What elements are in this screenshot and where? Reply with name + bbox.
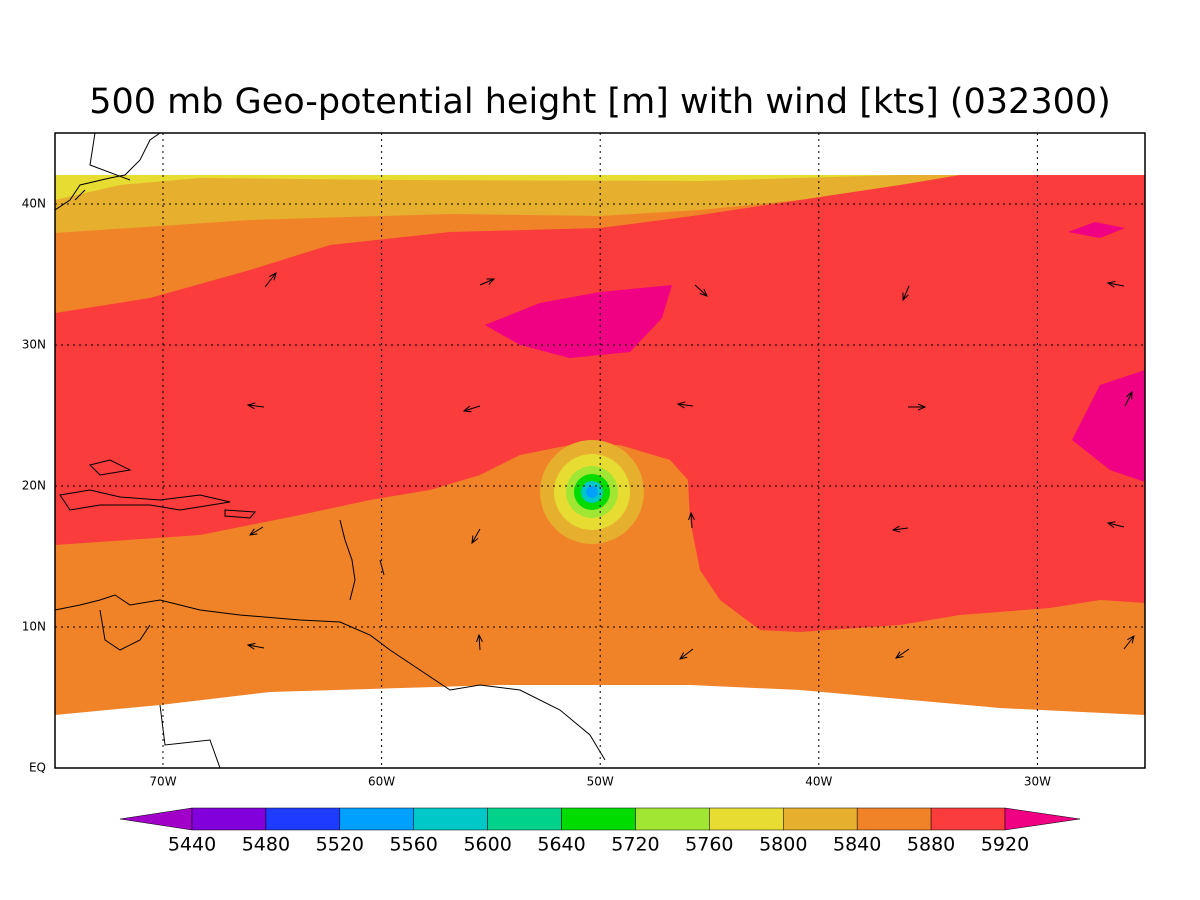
- colorbar-label: 5840: [833, 834, 881, 856]
- colorbar-swatch: [783, 807, 858, 831]
- colorbar-label: 5920: [981, 834, 1029, 856]
- colorbar-swatch: [265, 807, 341, 831]
- x-tick-label: 60W: [368, 775, 395, 789]
- map-fields: [55, 133, 1145, 768]
- colorbar-label: 5800: [759, 834, 807, 856]
- colorbar-label: 5560: [390, 834, 438, 856]
- colorbar-label: 5640: [537, 834, 585, 856]
- x-tick-label: 50W: [587, 775, 614, 789]
- colorbar-swatch: [930, 807, 1006, 831]
- colorbar-swatch: [413, 807, 488, 831]
- colorbar-swatch: [561, 807, 636, 831]
- y-tick-label: 30N: [22, 338, 46, 352]
- x-tick-label: 70W: [149, 775, 176, 789]
- colorbar-swatch: [487, 807, 562, 831]
- colorbar-swatch: [191, 807, 267, 831]
- colorbar-arrow: [119, 807, 193, 831]
- x-tick-label: 40W: [805, 775, 832, 789]
- y-tick-label: 10N: [22, 620, 46, 634]
- colorbar-label: 5760: [685, 834, 733, 856]
- colorbar-label: 5600: [463, 834, 511, 856]
- y-tick-label: EQ: [29, 761, 46, 775]
- colorbar-label: 5520: [316, 834, 364, 856]
- colorbar-arrow: [1004, 807, 1081, 831]
- colorbar-swatch: [856, 807, 932, 831]
- wind-vectors: [248, 273, 1134, 659]
- colorbar-label: 5880: [907, 834, 955, 856]
- y-tick-label: 40N: [22, 197, 46, 211]
- x-tick-label: 30W: [1024, 775, 1051, 789]
- y-tick-label: 20N: [22, 479, 46, 493]
- colorbar-swatch: [339, 807, 414, 831]
- colorbar-label: 5440: [168, 834, 216, 856]
- colorbar-label: 5720: [611, 834, 659, 856]
- colorbar-swatch: [635, 807, 710, 831]
- colorbar-label: 5480: [242, 834, 290, 856]
- title: 500 mb Geo-potential height [m] with win…: [89, 82, 1111, 122]
- colorbar-swatch: [709, 807, 784, 831]
